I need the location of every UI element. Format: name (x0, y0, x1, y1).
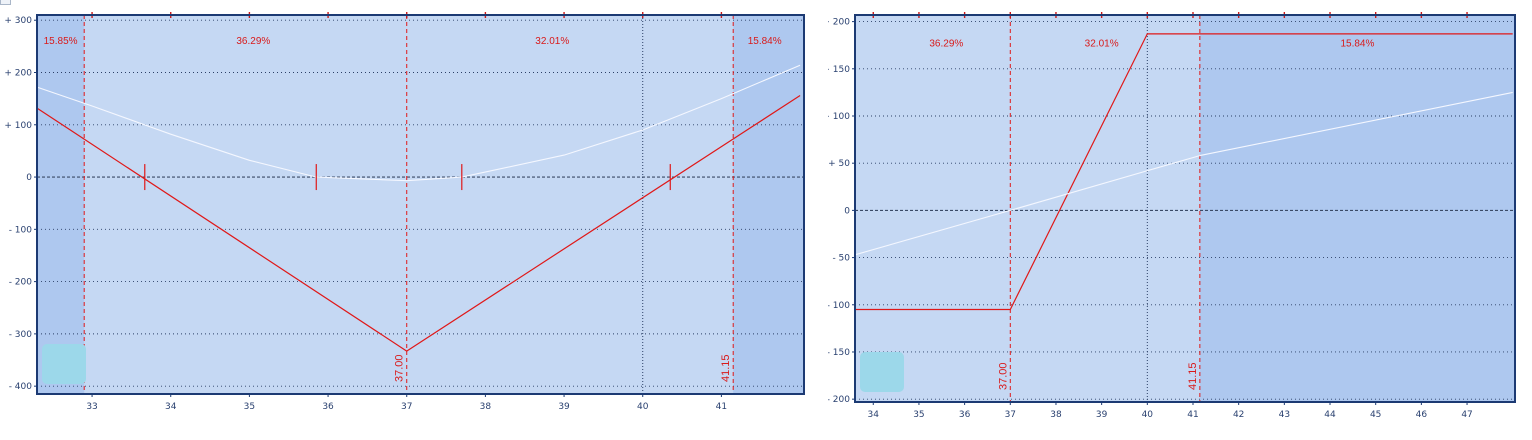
region-probability-label: 32.01% (1085, 38, 1119, 49)
theoretical-curve (854, 91, 1513, 256)
x-tick-label: 35 (244, 402, 255, 412)
y-tick-label: - 100 (828, 301, 850, 311)
x-tick-label: 46 (1416, 410, 1428, 420)
marker-label: 41.15 (720, 354, 732, 382)
y-tick-label: - 100 (9, 225, 33, 235)
marker-label: 37.00 (394, 354, 406, 382)
x-tick-label: 39 (1096, 410, 1108, 420)
region-probability-label: 15.84% (748, 36, 782, 47)
payoff-line (36, 94, 801, 352)
y-tick-label: + 100 (828, 112, 850, 122)
x-tick-label: 37 (401, 402, 412, 412)
y-tick-label: - 150 (828, 348, 850, 358)
x-tick-label: 38 (480, 402, 492, 412)
x-tick-label: 38 (1050, 410, 1062, 420)
theoretical-curve (36, 64, 801, 182)
x-tick-label: 33 (86, 402, 97, 412)
x-tick-label: 41 (716, 402, 727, 412)
y-tick-label: 0 (26, 173, 32, 183)
y-tick-label: + 300 (4, 16, 32, 26)
region-probability-label: 15.85% (44, 36, 78, 47)
y-tick-label: - 400 (9, 382, 33, 392)
x-tick-label: 35 (913, 410, 924, 420)
x-tick-label: 37 (1005, 410, 1016, 420)
x-tick-label: 39 (558, 402, 570, 412)
x-tick-label: 41 (1187, 410, 1198, 420)
y-tick-label: + 50 (828, 159, 850, 169)
plot-frame (36, 14, 805, 395)
shaded-region (37, 15, 85, 394)
x-tick-label: 42 (1233, 410, 1244, 420)
y-tick-label: - 200 (9, 278, 33, 288)
y-tick-label: 0 (844, 206, 850, 216)
shaded-region (733, 15, 804, 394)
y-tick-label: + 200 (4, 69, 32, 79)
y-tick-label: - 50 (832, 254, 850, 264)
payoff-chart-straddle: + 300 + 200 + 100 0 - 100 - 200 - 300 - 400 33 34… (4, 12, 805, 412)
region-probability-label: 15.84% (1340, 38, 1374, 49)
plot-area (37, 15, 804, 394)
marker-label: 41.15 (1187, 362, 1199, 390)
drag-handle[interactable] (860, 352, 904, 392)
y-tick-label: + 200 (828, 18, 850, 28)
drag-handle[interactable] (42, 344, 86, 384)
payoff-line (855, 33, 1513, 311)
payoff-chart-spread: + 200 + 150 + 100 + 50 0 - 50 - 100 - 150 - 200 3… (828, 12, 1516, 420)
shaded-region (1199, 15, 1515, 402)
plot-frame (854, 14, 1516, 403)
x-tick-label: 40 (637, 402, 649, 412)
corner-widget (0, 0, 11, 5)
x-tick-label: 43 (1279, 410, 1290, 420)
y-tick-label: - 300 (9, 330, 33, 340)
region-probability-label: 32.01% (535, 36, 569, 47)
x-tick-label: 34 (165, 402, 177, 412)
x-tick-label: 36 (322, 402, 334, 412)
x-tick-label: 34 (868, 410, 880, 420)
y-tick-label: + 100 (4, 121, 32, 131)
y-tick-label: + 150 (828, 65, 850, 75)
x-tick-label: 45 (1370, 410, 1381, 420)
x-tick-label: 47 (1461, 410, 1472, 420)
x-tick-label: 40 (1142, 410, 1154, 420)
x-tick-label: 36 (959, 410, 971, 420)
region-probability-label: 36.29% (929, 38, 963, 49)
region-probability-label: 36.29% (236, 36, 270, 47)
x-tick-label: 44 (1324, 410, 1336, 420)
y-tick-label: - 200 (828, 395, 850, 405)
marker-label: 37.00 (997, 362, 1009, 390)
